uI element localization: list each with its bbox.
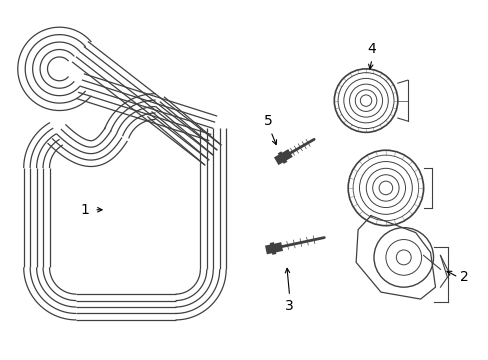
Text: 2: 2	[459, 270, 468, 284]
Text: 4: 4	[367, 42, 376, 56]
Text: 1: 1	[80, 203, 89, 217]
Text: 3: 3	[285, 299, 293, 313]
Text: 5: 5	[263, 114, 272, 129]
